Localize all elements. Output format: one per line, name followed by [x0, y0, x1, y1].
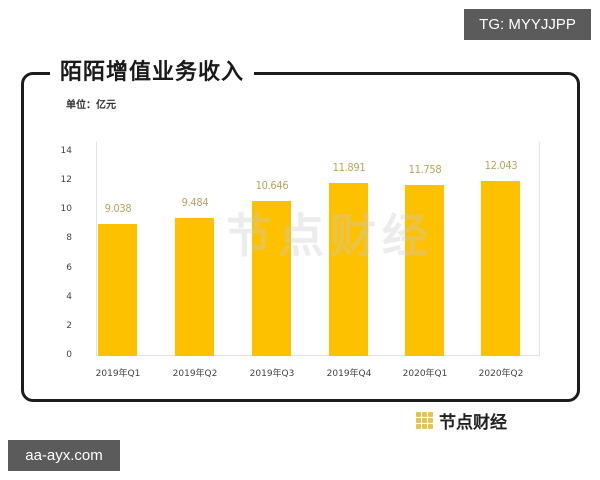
bar-value-label: 10.646 — [255, 178, 289, 192]
bar-value-label: 11.758 — [408, 162, 442, 176]
bar — [98, 224, 137, 356]
bar — [481, 180, 520, 356]
bar-value-label: 11.891 — [332, 160, 366, 174]
x-axis-tick: 2020年Q1 — [402, 369, 448, 379]
chart-title: 陌陌增值业务收入 — [50, 58, 255, 88]
y-axis-tick: 0 — [66, 350, 72, 360]
x-axis-tick: 2020年Q2 — [478, 369, 524, 379]
y-axis-tick: 2 — [66, 320, 72, 331]
y-axis-tick: 12 — [60, 175, 72, 186]
bar — [252, 200, 291, 356]
plot-area — [96, 142, 540, 356]
watermark-tag-bottom: aa-ayx.com — [8, 440, 120, 471]
watermark-tag-top: TG: MYYJJPP — [464, 9, 591, 40]
y-axis-tick: 6 — [66, 262, 72, 273]
bar-value-label: 9.484 — [181, 195, 209, 209]
brand-footer: 节点财经 — [408, 405, 515, 435]
x-axis-tick: 2019年Q2 — [172, 369, 218, 379]
bar — [329, 182, 368, 356]
x-axis-tick: 2019年Q3 — [249, 369, 295, 379]
x-axis-tick: 2019年Q4 — [326, 369, 372, 379]
chart-frame — [21, 72, 580, 402]
y-axis-tick: 14 — [60, 146, 72, 156]
bar — [405, 184, 444, 356]
grid-dots-logo-icon — [416, 411, 433, 429]
brand-name: 节点财经 — [439, 412, 507, 433]
y-axis-tick: 10 — [60, 204, 72, 215]
unit-label: 单位：亿元 — [66, 100, 116, 111]
bar-value-label: 9.038 — [104, 202, 132, 216]
bar — [175, 217, 214, 356]
x-axis-tick: 2019年Q1 — [95, 369, 141, 379]
y-axis-tick: 4 — [66, 291, 72, 302]
y-axis-tick: 8 — [66, 233, 72, 244]
bar-value-label: 12.043 — [484, 158, 518, 172]
